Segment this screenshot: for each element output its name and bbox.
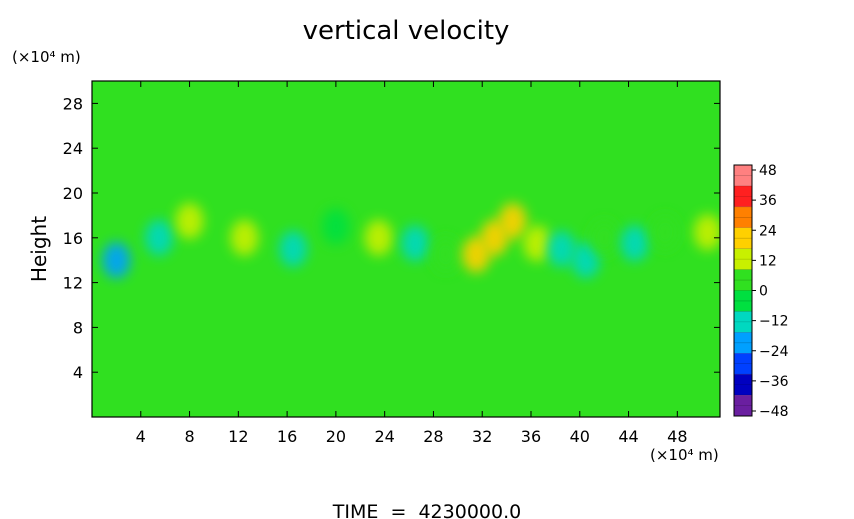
x-unit-label: (×10⁴ m) bbox=[650, 446, 719, 464]
field-feature-8 bbox=[431, 236, 460, 273]
colorbar-segment bbox=[734, 395, 752, 416]
field-feature-12 bbox=[523, 225, 552, 262]
x-tick-label: 16 bbox=[277, 427, 297, 446]
field-feature-5 bbox=[321, 208, 350, 245]
colorbar-segment bbox=[734, 165, 752, 186]
y-tick-label: 8 bbox=[73, 318, 83, 337]
colorbar-segment bbox=[734, 206, 752, 228]
chart-title: vertical velocity bbox=[303, 16, 510, 46]
field-feature-17 bbox=[651, 214, 680, 251]
colorbar-tick-label: 0 bbox=[759, 284, 768, 300]
y-unit-label: (×10⁴ m) bbox=[12, 48, 81, 66]
colorbar-segment bbox=[734, 353, 752, 375]
field-feature-2 bbox=[175, 203, 204, 239]
y-tick-label: 28 bbox=[63, 94, 83, 113]
x-tick-label: 44 bbox=[618, 427, 638, 446]
x-tick-label: 40 bbox=[570, 427, 590, 446]
field-feature-6 bbox=[364, 219, 393, 256]
field-feature-18 bbox=[693, 214, 720, 251]
x-tick-label: 20 bbox=[326, 427, 346, 446]
colorbar-segment bbox=[734, 374, 752, 396]
x-tick-label: 8 bbox=[184, 427, 194, 446]
field-feature-3 bbox=[230, 219, 259, 256]
y-tick-label: 4 bbox=[73, 363, 83, 382]
y-tick-label: 16 bbox=[63, 229, 83, 248]
colorbar-tick-label: −36 bbox=[759, 374, 789, 390]
field-feature-15 bbox=[590, 219, 619, 256]
field-feature-13 bbox=[547, 231, 576, 267]
plot-frame bbox=[91, 80, 721, 418]
colorbar-tick-label: 24 bbox=[759, 223, 777, 239]
x-ticks: 4 8 12 16 20 24 28 32 36 40 44 48 bbox=[136, 81, 688, 446]
y-tick-label: 12 bbox=[63, 274, 83, 293]
field-feature-14 bbox=[571, 242, 600, 279]
colorbar-tick-label: −12 bbox=[759, 314, 789, 330]
x-tick-label: 48 bbox=[667, 427, 687, 446]
colorbar-tick-label: −24 bbox=[759, 344, 789, 360]
colorbar-segment bbox=[734, 227, 752, 249]
colorbar-segment bbox=[734, 290, 752, 312]
y-ticks: 4 8 12 16 20 24 28 bbox=[63, 94, 720, 382]
y-tick-label: 20 bbox=[63, 184, 83, 203]
colorbar-segment bbox=[734, 311, 752, 333]
velocity-field bbox=[102, 203, 720, 279]
colorbar: 48 36 24 12 0 −12 −24 −36 −48 bbox=[733, 163, 789, 420]
colorbar-segment bbox=[734, 269, 752, 291]
x-tick-label: 12 bbox=[228, 427, 248, 446]
time-footer: TIME = 4230000.0 bbox=[332, 501, 521, 519]
field-feature-1 bbox=[145, 219, 174, 256]
y-axis-label: Height bbox=[27, 216, 51, 282]
colorbar-tick-label: −48 bbox=[759, 404, 789, 420]
colorbar-segment bbox=[734, 332, 752, 354]
x-tick-label: 28 bbox=[423, 427, 443, 446]
y-tick-label: 24 bbox=[63, 139, 83, 158]
field-feature-11 bbox=[498, 203, 527, 239]
x-tick-label: 4 bbox=[136, 427, 146, 446]
colorbar-tick-label: 12 bbox=[759, 253, 777, 269]
colorbar-tick-label: 36 bbox=[759, 193, 777, 209]
colorbar-segment bbox=[734, 248, 752, 270]
field-feature-7 bbox=[401, 225, 430, 262]
colorbar-tick-label: 48 bbox=[759, 163, 777, 179]
field-feature-4 bbox=[279, 231, 308, 267]
x-tick-label: 32 bbox=[472, 427, 492, 446]
field-feature-16 bbox=[620, 225, 649, 262]
x-tick-label: 24 bbox=[374, 427, 394, 446]
field-feature-0 bbox=[102, 242, 131, 279]
x-tick-label: 36 bbox=[521, 427, 541, 446]
colorbar-segment bbox=[734, 185, 752, 207]
